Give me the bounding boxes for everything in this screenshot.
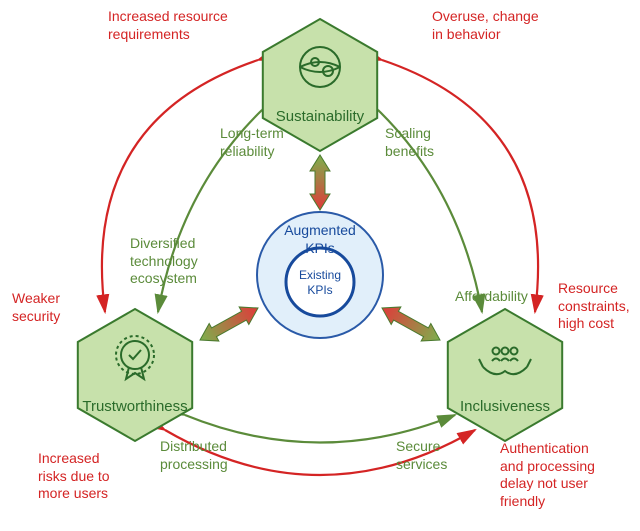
curved-arrow-top_right_red	[382, 60, 538, 312]
synergy-sust-right: Scaling benefits	[385, 125, 434, 160]
center-inner-label: Existing KPIs	[290, 268, 350, 298]
inclusiveness-label: Inclusiveness	[452, 398, 558, 415]
block-arrow-top	[310, 155, 330, 210]
tradeoff-incl-right: Resource constraints, high cost	[558, 280, 630, 333]
synergy-trust-down: Distributed processing	[160, 438, 228, 473]
tradeoff-sust-left: Increased resource requirements	[108, 8, 228, 43]
center-outer-label: Augmented KPIs	[277, 222, 363, 257]
trustworthiness-label: Trustworthiness	[78, 398, 192, 415]
synergy-incl-up: Affordability	[455, 288, 528, 306]
synergy-sust-left: Long-term reliability	[220, 125, 284, 160]
tradeoff-sust-right: Overuse, change in behavior	[432, 8, 539, 43]
trustworthiness-hexagon	[78, 309, 192, 441]
sustainability-label: Sustainability	[270, 108, 370, 125]
synergy-trust-up: Diversified technology ecosystem	[130, 235, 198, 288]
block-arrow-left	[195, 299, 263, 349]
synergy-incl-down: Secure services	[396, 438, 447, 473]
tradeoff-incl-down: Authentication and processing delay not …	[500, 440, 595, 510]
inclusiveness-hexagon	[448, 309, 562, 441]
block-arrow-right	[377, 299, 445, 349]
tradeoff-trust-left: Weaker security	[12, 290, 60, 325]
tradeoff-trust-down: Increased risks due to more users	[38, 450, 110, 503]
